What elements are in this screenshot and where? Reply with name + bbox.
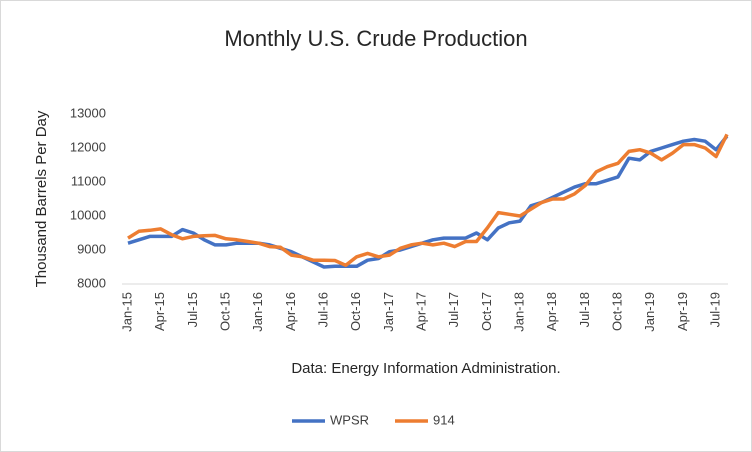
legend-label: WPSR bbox=[330, 412, 369, 427]
x-tick-label: Oct-18 bbox=[609, 292, 624, 331]
x-tick-label: Jan-19 bbox=[642, 292, 657, 332]
x-tick-label: Jul-15 bbox=[185, 292, 200, 327]
x-tick-label: Oct-16 bbox=[348, 292, 363, 331]
series-line bbox=[127, 135, 729, 269]
series-line bbox=[127, 133, 729, 268]
x-tick-label: Apr-15 bbox=[152, 292, 167, 331]
y-tick-label: 8000 bbox=[77, 275, 106, 290]
x-tick-label: Jul-19 bbox=[707, 292, 722, 327]
annotation: Data: Energy Information Administration. bbox=[291, 360, 560, 377]
y-tick-label: 13000 bbox=[70, 105, 106, 120]
x-tick-label: Jul-16 bbox=[315, 292, 330, 327]
x-tick-label: Apr-16 bbox=[283, 292, 298, 331]
x-tick-label: Oct-15 bbox=[217, 292, 232, 331]
x-tick-label: Jul-18 bbox=[577, 292, 592, 327]
y-tick-label: 12000 bbox=[70, 139, 106, 154]
chart-title: Monthly U.S. Crude Production bbox=[224, 26, 527, 51]
y-axis-title: Thousand Barrels Per Day bbox=[33, 110, 50, 287]
y-tick-label: 9000 bbox=[77, 241, 106, 256]
legend-label: 914 bbox=[433, 412, 455, 427]
x-tick-label: Jul-17 bbox=[446, 292, 461, 327]
x-tick-label: Apr-19 bbox=[675, 292, 690, 331]
x-tick-label: Oct-17 bbox=[479, 292, 494, 331]
y-tick-label: 10000 bbox=[70, 207, 106, 222]
x-tick-label: Jan-18 bbox=[511, 292, 526, 332]
x-tick-label: Jan-17 bbox=[381, 292, 396, 332]
x-tick-label: Apr-18 bbox=[544, 292, 559, 331]
x-tick-label: Apr-17 bbox=[413, 292, 428, 331]
x-tick-label: Jan-16 bbox=[250, 292, 265, 332]
x-tick-label: Jan-15 bbox=[119, 292, 134, 332]
y-tick-label: 11000 bbox=[71, 173, 106, 188]
